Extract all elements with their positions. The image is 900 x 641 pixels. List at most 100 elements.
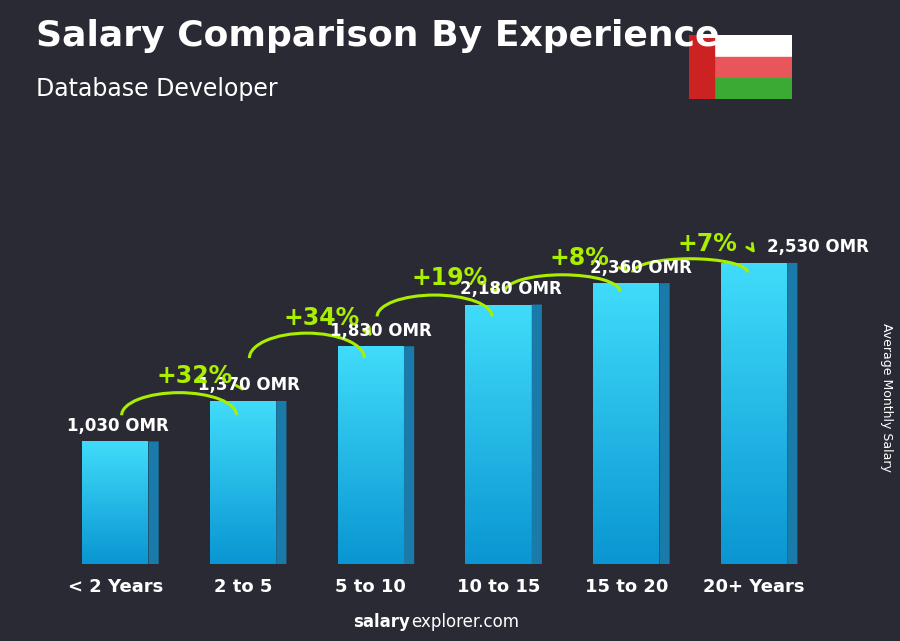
Bar xyxy=(210,483,276,485)
Bar xyxy=(210,452,276,454)
Bar xyxy=(465,554,532,558)
Bar xyxy=(721,391,788,395)
Bar xyxy=(338,387,404,390)
Bar xyxy=(338,485,404,488)
Bar xyxy=(82,526,148,528)
Bar xyxy=(465,499,532,503)
Bar xyxy=(688,35,715,99)
Bar xyxy=(721,319,788,323)
Bar xyxy=(210,464,276,466)
Bar xyxy=(721,398,788,402)
Bar xyxy=(82,544,148,545)
Bar xyxy=(82,560,148,561)
Bar xyxy=(465,538,532,542)
Bar xyxy=(465,340,532,344)
Bar xyxy=(465,486,532,490)
Bar xyxy=(465,428,532,431)
Bar xyxy=(82,454,148,455)
Bar xyxy=(82,504,148,506)
Bar xyxy=(721,365,788,369)
Bar xyxy=(593,364,660,367)
Bar xyxy=(82,464,148,466)
Bar xyxy=(465,399,532,402)
Bar xyxy=(465,541,532,545)
Bar xyxy=(465,545,532,548)
Bar xyxy=(721,417,788,421)
Bar xyxy=(82,452,148,454)
Bar xyxy=(721,285,788,289)
Bar xyxy=(593,308,660,312)
Bar xyxy=(338,363,404,365)
Bar xyxy=(210,523,276,526)
Bar xyxy=(210,538,276,540)
Bar xyxy=(338,493,404,496)
Bar xyxy=(338,471,404,474)
Bar xyxy=(721,560,788,564)
Polygon shape xyxy=(148,442,158,564)
Bar xyxy=(465,483,532,487)
Bar xyxy=(593,353,660,357)
Bar xyxy=(338,428,404,431)
Bar xyxy=(465,519,532,522)
Bar xyxy=(593,406,660,410)
Text: 2,530 OMR: 2,530 OMR xyxy=(767,238,868,256)
Bar xyxy=(82,538,148,540)
Bar xyxy=(465,360,532,363)
Bar xyxy=(465,304,532,308)
Bar xyxy=(465,476,532,479)
Bar xyxy=(338,346,404,349)
Bar xyxy=(465,441,532,444)
Bar xyxy=(721,297,788,301)
Bar xyxy=(82,513,148,515)
Bar xyxy=(721,436,788,440)
Bar xyxy=(721,538,788,542)
Bar xyxy=(82,492,148,494)
Bar xyxy=(338,385,404,387)
Bar xyxy=(721,553,788,556)
Bar xyxy=(593,346,660,350)
Bar xyxy=(210,490,276,493)
Bar xyxy=(338,403,404,406)
Bar xyxy=(593,360,660,364)
Bar xyxy=(465,451,532,454)
Bar xyxy=(593,526,660,529)
Bar xyxy=(338,466,404,469)
Bar xyxy=(210,515,276,517)
Bar xyxy=(465,337,532,340)
Bar xyxy=(338,390,404,392)
Bar xyxy=(82,472,148,474)
Bar xyxy=(210,531,276,533)
Bar xyxy=(721,455,788,459)
Bar xyxy=(82,555,148,556)
Bar xyxy=(721,379,788,383)
Bar xyxy=(465,344,532,347)
Bar xyxy=(593,311,660,315)
Bar xyxy=(210,558,276,560)
Bar xyxy=(210,476,276,478)
Bar xyxy=(210,499,276,501)
Bar xyxy=(593,441,660,445)
Bar xyxy=(338,534,404,537)
Bar xyxy=(593,501,660,504)
Bar xyxy=(338,442,404,444)
Bar xyxy=(721,349,788,353)
Bar xyxy=(721,508,788,512)
Bar xyxy=(593,395,660,399)
Bar xyxy=(210,503,276,505)
Bar xyxy=(210,431,276,433)
Bar xyxy=(721,526,788,530)
Bar xyxy=(593,483,660,487)
Bar xyxy=(210,426,276,428)
Bar xyxy=(721,281,788,285)
Bar xyxy=(210,445,276,448)
Bar xyxy=(82,547,148,549)
Bar xyxy=(688,35,792,57)
Bar xyxy=(338,542,404,545)
Bar xyxy=(210,521,276,523)
Bar xyxy=(210,421,276,424)
Bar xyxy=(593,476,660,480)
Bar xyxy=(338,512,404,515)
Bar xyxy=(210,545,276,548)
Bar xyxy=(721,338,788,342)
Bar xyxy=(210,440,276,442)
